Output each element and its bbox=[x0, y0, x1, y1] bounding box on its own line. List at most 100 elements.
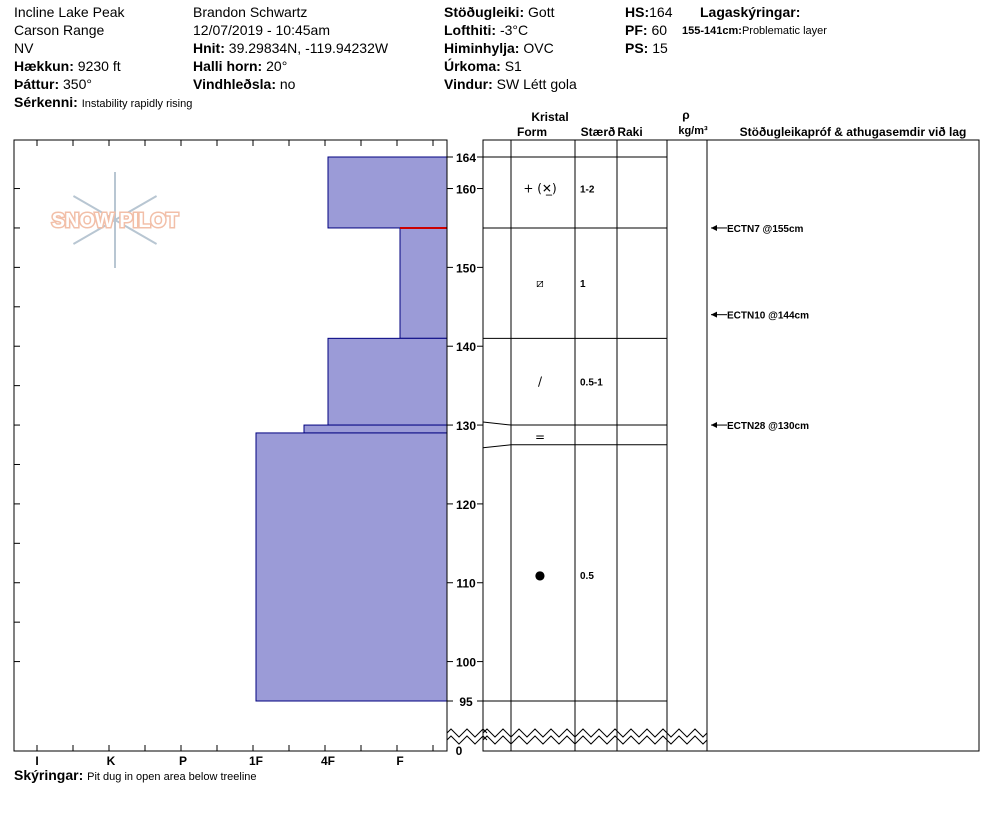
wind-row: Vindur: SW Létt gola bbox=[444, 76, 577, 92]
stability-test-label: ECTN7 @155cm bbox=[727, 224, 804, 235]
layer-bar bbox=[327, 156, 448, 229]
grain-size: 0.5-1 bbox=[580, 378, 603, 389]
grain-form-symbol: ⧄ bbox=[536, 276, 544, 290]
column-header-size: Stærð bbox=[581, 125, 616, 139]
depth-tick-label: 95 bbox=[459, 695, 473, 709]
axis-break-zigzag bbox=[482, 728, 708, 738]
column-header-tests: Stöðugleikapróf & athugasemdir við lag bbox=[740, 125, 967, 139]
notes-label: Skýringar: bbox=[14, 767, 84, 783]
coords-label: Hnit: bbox=[193, 40, 225, 56]
depth-tick-label: 100 bbox=[456, 656, 476, 670]
air-temp-label: Lofthiti: bbox=[444, 22, 497, 38]
depth-tick-label: 120 bbox=[456, 498, 476, 512]
precip-row: Úrkoma: S1 bbox=[444, 58, 522, 74]
pf-value: 60 bbox=[651, 22, 668, 38]
pf-label: PF: bbox=[625, 22, 648, 38]
column-header-crystal: Kristal bbox=[531, 110, 568, 124]
stability-test-label: ECTN10 @144cm bbox=[727, 311, 809, 322]
ps-row: PS: 15 bbox=[625, 40, 668, 56]
precip-value: S1 bbox=[504, 58, 522, 74]
coords-value: 39.29834N, -119.94232W bbox=[228, 40, 389, 56]
grain-form-symbol: / bbox=[538, 375, 543, 389]
slope-value: 20° bbox=[266, 58, 288, 74]
grain-size: 0.5 bbox=[580, 571, 594, 582]
depth-tick-label: 110 bbox=[456, 577, 476, 591]
stability-test-label: ECTN28 @130cm bbox=[727, 421, 809, 432]
layer-bar bbox=[303, 424, 448, 434]
stability-value: Gott bbox=[528, 4, 555, 20]
legend-range: 155-141cm: bbox=[682, 25, 742, 37]
legend-entry: 155-141cm:Problematic layer bbox=[682, 23, 827, 39]
layer-boundary-connector bbox=[482, 444, 512, 449]
stability-label: Stöðugleiki: bbox=[444, 4, 525, 20]
axis-break-zigzag bbox=[446, 735, 488, 745]
hardness-label: F bbox=[396, 754, 403, 768]
legend-title: Lagaskýringar: bbox=[700, 4, 801, 20]
stability-row: Stöðugleiki: Gott bbox=[444, 4, 554, 20]
column-header-form: Form bbox=[517, 125, 547, 139]
legend-text: Problematic layer bbox=[741, 25, 827, 37]
elevation-row: Hækkun: 9230 ft bbox=[14, 58, 121, 74]
arrow-left-icon bbox=[711, 422, 717, 429]
layer-bar bbox=[255, 432, 448, 702]
air-temp-row: Lofthiti: -3°C bbox=[444, 22, 528, 38]
layer-bar bbox=[327, 337, 448, 426]
features-label: Sérkenni: bbox=[14, 94, 78, 110]
layer-boundary-connector bbox=[482, 421, 512, 426]
arrow-left-icon bbox=[711, 224, 717, 231]
grain-form-symbol: = bbox=[535, 430, 545, 444]
arrow-left-icon bbox=[711, 311, 717, 318]
notes-row: Skýringar: Pit dug in open area below tr… bbox=[14, 767, 257, 785]
sky-value: OVC bbox=[523, 40, 554, 56]
features-row: Sérkenni: Instability rapidly rising bbox=[14, 94, 192, 112]
hardness-label: 4F bbox=[321, 754, 335, 768]
features-value: Instability rapidly rising bbox=[81, 98, 193, 110]
layer-bar bbox=[399, 227, 448, 339]
wind-loading-value: no bbox=[279, 76, 296, 92]
wind-loading-label: Vindhleðsla: bbox=[193, 76, 276, 92]
grain-size: 1-2 bbox=[580, 185, 595, 196]
slope-row: Halli horn: 20° bbox=[193, 58, 287, 74]
wind-label: Vindur: bbox=[444, 76, 493, 92]
grain-size: 1 bbox=[580, 279, 586, 290]
wind-loading-row: Vindhleðsla: no bbox=[193, 76, 295, 92]
depth-tick-label: 140 bbox=[456, 340, 476, 354]
column-header-moisture: Raki bbox=[617, 125, 642, 139]
snow-pilot-logo: SNOW PILOT bbox=[50, 172, 180, 268]
slope-label: Halli horn: bbox=[193, 58, 263, 74]
layer-table-frame bbox=[482, 139, 980, 752]
air-temp-value: -3°C bbox=[499, 22, 529, 38]
hs-value: 164 bbox=[649, 4, 673, 20]
wind-value: SW Létt gola bbox=[496, 76, 577, 92]
depth-tick-label: 160 bbox=[456, 183, 476, 197]
sky-label: Himinhylja: bbox=[444, 40, 520, 56]
elevation-label: Hækkun: bbox=[14, 58, 74, 74]
aspect-row: Þáttur: 350° bbox=[14, 76, 92, 92]
hs-label: HS: bbox=[625, 4, 650, 20]
precip-label: Úrkoma: bbox=[444, 58, 501, 74]
notes-value: Pit dug in open area below treeline bbox=[87, 771, 257, 783]
elevation-value: 9230 ft bbox=[77, 58, 121, 74]
hardness-label: I bbox=[35, 754, 38, 768]
ps-label: PS: bbox=[625, 40, 649, 56]
depth-tick-label: 150 bbox=[456, 261, 476, 275]
range: Carson Range bbox=[14, 22, 105, 38]
axis-break-zigzag bbox=[482, 735, 708, 745]
state: NV bbox=[14, 40, 34, 56]
grain-form-symbol: + (✕̲) bbox=[523, 182, 556, 196]
hardness-label: P bbox=[179, 754, 187, 768]
aspect-value: 350° bbox=[63, 76, 92, 92]
ps-value: 15 bbox=[652, 40, 668, 56]
hardness-label: 1F bbox=[249, 754, 263, 768]
logo-text: SNOW PILOT bbox=[52, 210, 179, 232]
hardness-graph-frame bbox=[13, 139, 448, 752]
coords-row: Hnit: 39.29834N, -119.94232W bbox=[193, 40, 388, 56]
pf-row: PF: 60 bbox=[625, 22, 667, 38]
column-header-rho: ρ bbox=[682, 108, 689, 122]
observer: Brandon Schwartz bbox=[193, 4, 308, 20]
hs-row: HS:164 bbox=[625, 4, 672, 20]
hardness-label: K bbox=[107, 754, 116, 768]
column-header-density_unit: kg/m³ bbox=[678, 125, 708, 137]
sky-row: Himinhylja: OVC bbox=[444, 40, 554, 56]
